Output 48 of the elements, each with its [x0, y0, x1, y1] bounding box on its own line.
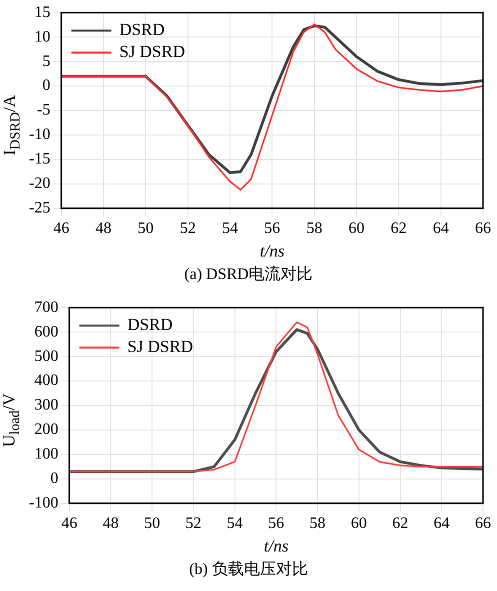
legend-label: SJ DSRD: [119, 42, 185, 62]
x-tick-label: 56: [268, 515, 284, 532]
y-tick-label: 100: [34, 446, 58, 463]
y-tick-label: 0: [42, 77, 50, 94]
x-axis-title: t/ns: [260, 241, 285, 260]
x-axis-title: t/ns: [264, 536, 289, 556]
y-tick-label: 500: [34, 348, 58, 365]
x-tick-label: 60: [348, 220, 364, 238]
y-tick-label: 10: [34, 28, 50, 46]
y-tick-label: -15: [29, 150, 50, 168]
x-tick-label: 62: [392, 515, 408, 532]
y-tick-label: -20: [29, 175, 50, 192]
x-tick-label: 46: [53, 220, 70, 238]
x-tick-label: 66: [475, 220, 491, 238]
text: (a) DSRD电流对比: [183, 264, 314, 285]
x-tick-label: 52: [185, 515, 202, 532]
x-tick-label: 46: [61, 515, 78, 532]
x-tick-label: 62: [390, 220, 407, 238]
legend-label: DSRD: [119, 20, 165, 40]
y-tick-label: 400: [34, 372, 58, 390]
y-tick-label: 0: [50, 470, 58, 488]
y-tick-label: 600: [34, 323, 58, 340]
x-tick-label: 50: [138, 220, 154, 238]
legend-label: SJ DSRD: [127, 337, 193, 356]
x-tick-label: 56: [264, 220, 280, 238]
y-tick-label: 200: [34, 421, 58, 438]
x-tick-label: 64: [434, 515, 450, 532]
y-tick-label: 5: [42, 52, 50, 70]
x-tick-label: 66: [475, 515, 491, 532]
x-tick-label: 48: [95, 220, 112, 238]
y-tick-label: -100: [29, 494, 58, 512]
legend-label: DSRD: [127, 315, 173, 334]
x-tick-label: 64: [432, 220, 449, 238]
x-tick-label: 54: [222, 220, 238, 238]
x-tick-label: 52: [180, 220, 196, 238]
y-tick-label: -10: [29, 126, 50, 144]
y-tick-label: -25: [29, 200, 50, 217]
y-tick-label: 700: [34, 298, 58, 316]
x-tick-label: 60: [350, 515, 367, 532]
x-tick-label: 54: [226, 515, 243, 532]
x-tick-label: 50: [144, 515, 160, 532]
x-tick-label: 58: [310, 515, 326, 532]
text: (b) 负载电压对比: [188, 560, 309, 580]
x-tick-label: 48: [102, 515, 119, 532]
y-tick-label: 15: [34, 4, 50, 21]
y-tick-label: -5: [37, 102, 50, 119]
y-tick-label: 300: [34, 396, 58, 414]
x-tick-label: 58: [306, 220, 322, 238]
